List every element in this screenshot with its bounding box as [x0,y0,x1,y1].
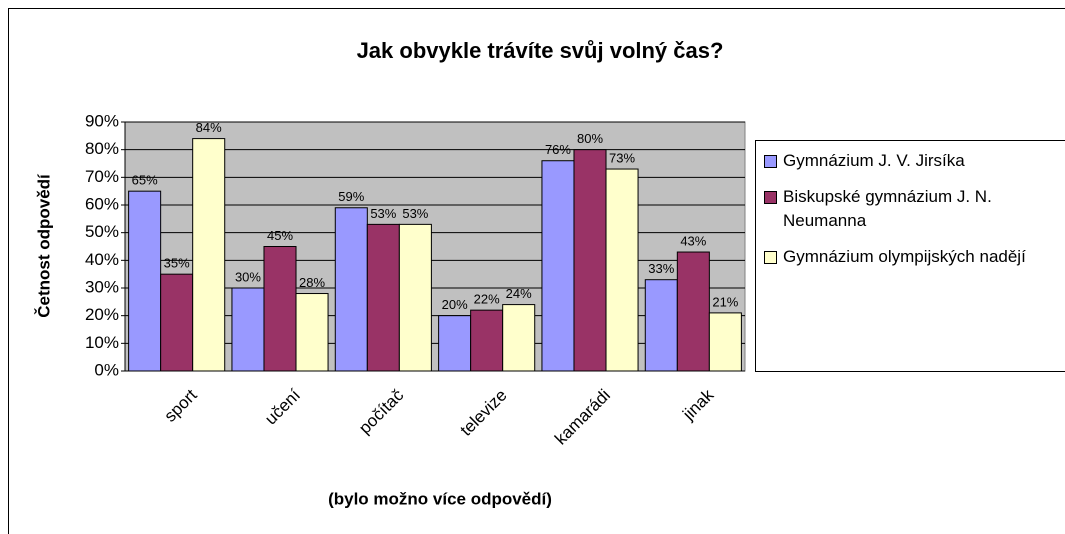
x-tick-label: sport [161,385,201,425]
legend-swatch [764,251,777,264]
bar [128,190,162,372]
value-label: 73% [609,150,635,165]
value-label: 33% [648,261,674,276]
x-tick-label: učení [261,385,304,428]
bar [398,223,432,372]
legend-swatch [764,191,777,204]
value-label: 22% [474,292,500,307]
x-tick-label: jinak [678,385,717,424]
bar [366,223,400,372]
bar [334,207,368,372]
value-label: 65% [132,173,158,188]
y-tick-label: 0% [94,360,119,379]
value-label: 43% [680,233,706,248]
value-label: 84% [196,120,222,135]
y-tick-label: 10% [85,333,119,352]
y-tick-label: 30% [85,277,119,296]
bar [573,149,607,372]
bar [438,315,472,372]
bar [502,304,536,372]
legend-entry: Gymnázium J. V. Jirsíka [764,149,1065,173]
legend: Gymnázium J. V. Jirsíka Biskupské gymnázi… [755,140,1065,372]
bar [541,160,575,372]
legend-label: Gymnázium J. V. Jirsíka [783,151,965,170]
value-label: 20% [442,297,468,312]
y-axis-label: Četnost odpovědí [34,173,53,318]
x-axis-label: (bylo možno více odpovědí) [328,489,552,508]
value-label: 76% [545,142,571,157]
y-tick-label: 40% [85,250,119,269]
legend-label: Biskupské gymnázium J. N. Neumanna [783,187,992,230]
legend-entry: Biskupské gymnázium J. N. Neumanna [764,185,1065,233]
value-label: 53% [370,206,396,221]
y-tick-label: 90% [85,111,119,130]
y-tick-label: 70% [85,167,119,186]
value-label: 35% [164,256,190,271]
value-label: 21% [712,294,738,309]
value-label: 28% [299,275,325,290]
legend-swatch [764,155,777,168]
bar [263,246,297,372]
y-tick-label: 20% [85,305,119,324]
legend-label: Gymnázium olympijských nadějí [783,247,1026,266]
value-label: 45% [267,228,293,243]
y-tick-label: 80% [85,139,119,158]
y-tick-label: 60% [85,194,119,213]
y-tick-label: 50% [85,222,119,241]
legend-entry: Gymnázium olympijských nadějí [764,245,1065,269]
bar [470,309,504,372]
value-label: 24% [506,286,532,301]
bar [160,273,194,372]
bar [231,287,265,372]
bar [644,279,678,372]
chart-title: Jak obvykle trávíte svůj volný čas? [357,38,724,63]
bar [295,293,329,372]
bar [605,168,639,372]
x-tick-label: televize [456,386,510,440]
bar [708,312,742,372]
chart-border [8,8,1065,534]
value-label: 30% [235,269,261,284]
value-label: 53% [402,206,428,221]
bar [676,251,710,372]
bar [192,138,226,372]
x-tick-label: počítač [355,385,408,438]
x-tick-label: kamarádi [551,386,614,449]
value-label: 80% [577,131,603,146]
value-label: 59% [338,189,364,204]
